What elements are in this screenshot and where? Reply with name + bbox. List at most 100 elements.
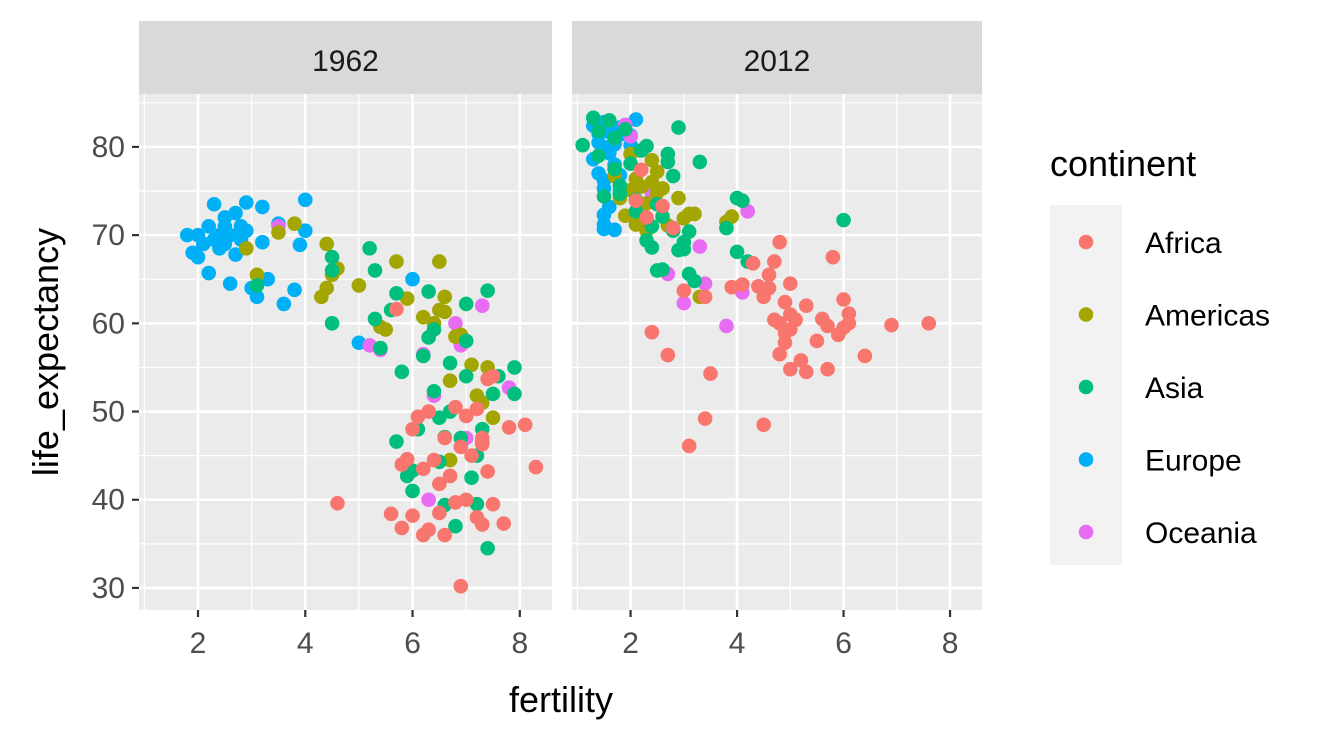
point-americas (464, 357, 479, 373)
point-asia (464, 470, 479, 485)
point-europe (206, 196, 222, 212)
point-africa (783, 361, 798, 377)
point-africa (676, 283, 692, 298)
point-africa (405, 508, 420, 523)
point-africa (432, 505, 447, 521)
legend-key-oceania (1078, 524, 1094, 540)
point-asia (617, 121, 633, 137)
y-tick-label: 40 (92, 484, 125, 517)
point-asia (601, 113, 617, 128)
panels-layer: 1962 2 4 6 8 2012 2 4 6 8 (139, 21, 982, 660)
point-oceania (692, 239, 708, 254)
point-africa (761, 267, 777, 283)
point-africa (474, 517, 490, 532)
point-oceania (719, 318, 734, 334)
facet-strip (139, 21, 552, 94)
point-africa (453, 439, 469, 455)
point-asia (729, 244, 745, 260)
y-axis: 30 40 50 60 70 80 (92, 131, 139, 605)
facet-label: 2012 (744, 45, 811, 78)
point-asia (607, 130, 622, 146)
point-africa (772, 346, 787, 362)
legend-label: Asia (1145, 372, 1204, 405)
point-asia (448, 518, 463, 534)
legend-label: Americas (1145, 300, 1270, 333)
point-europe (190, 249, 206, 265)
point-americas (655, 181, 670, 196)
point-africa (399, 451, 415, 467)
x-tick-label: 6 (404, 627, 421, 660)
point-africa (330, 495, 345, 511)
point-asia (692, 154, 708, 170)
point-europe (238, 195, 254, 210)
point-africa (825, 249, 841, 265)
legend-key-africa (1078, 234, 1094, 250)
point-asia (655, 209, 670, 224)
point-americas (319, 280, 335, 296)
x-tick-label: 6 (835, 627, 852, 660)
point-asia (389, 434, 404, 449)
point-africa (735, 277, 750, 292)
point-americas (432, 254, 447, 269)
point-africa (777, 294, 793, 310)
point-asia (485, 386, 501, 402)
point-asia (249, 278, 265, 293)
legend-item-oceania: Oceania (1078, 517, 1257, 550)
point-americas (724, 209, 740, 224)
point-europe (201, 265, 217, 281)
point-africa (458, 408, 474, 424)
point-asia (415, 348, 431, 364)
point-africa (745, 256, 761, 271)
point-asia (591, 148, 606, 164)
point-africa (517, 417, 533, 433)
point-asia (480, 540, 495, 556)
point-africa (660, 347, 676, 363)
point-africa (820, 361, 835, 377)
point-africa (442, 468, 458, 484)
point-africa (761, 280, 777, 296)
point-asia (367, 311, 383, 327)
point-africa (458, 492, 474, 508)
point-africa (426, 452, 442, 468)
point-asia (426, 383, 442, 399)
point-africa (437, 430, 453, 446)
point-africa (788, 312, 803, 328)
point-asia (585, 110, 601, 126)
point-asia (628, 204, 644, 219)
legend-label: Africa (1145, 227, 1222, 260)
point-asia (480, 283, 495, 298)
panel-background (139, 94, 552, 610)
point-asia (639, 138, 654, 154)
point-europe (292, 237, 308, 253)
point-europe (276, 296, 292, 312)
point-asia (507, 360, 522, 375)
point-africa (394, 520, 410, 536)
point-asia (458, 333, 474, 349)
point-asia (458, 368, 474, 384)
point-europe (228, 205, 243, 221)
point-africa (777, 335, 793, 351)
point-oceania (421, 492, 436, 508)
point-europe (255, 234, 270, 250)
point-asia (607, 161, 622, 177)
legend: continent Africa Americas Asia Europe Oceani… (1050, 143, 1270, 565)
point-asia (324, 263, 340, 278)
point-africa (628, 193, 644, 209)
point-africa (793, 353, 809, 368)
point-americas (437, 289, 453, 305)
point-americas (415, 309, 431, 325)
point-asia (623, 156, 638, 171)
point-africa (644, 324, 660, 340)
point-europe (596, 221, 612, 237)
point-americas (351, 278, 367, 293)
point-americas (378, 322, 394, 337)
point-americas (271, 225, 286, 240)
x-tick-label: 2 (190, 627, 207, 660)
point-asia (644, 240, 660, 255)
point-europe (287, 282, 302, 298)
point-africa (798, 298, 814, 313)
point-africa (767, 254, 782, 269)
point-africa (884, 317, 899, 333)
point-africa (703, 366, 718, 381)
point-oceania (474, 298, 490, 313)
